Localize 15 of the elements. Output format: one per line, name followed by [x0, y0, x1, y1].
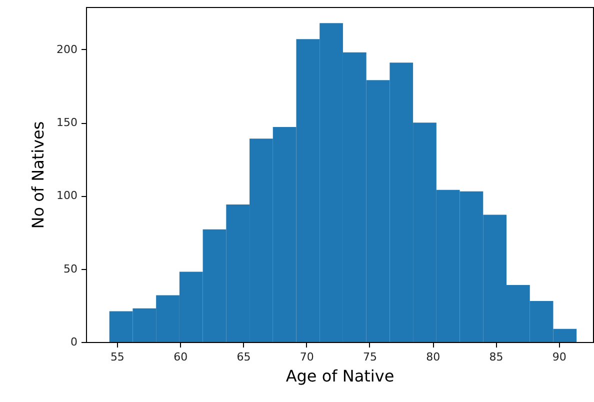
x-tick-label: 85: [489, 350, 504, 364]
y-tick-label: 100: [56, 189, 78, 202]
x-axis-title: Age of Native: [286, 366, 394, 386]
x-tick-label: 80: [426, 350, 440, 364]
x-tick-label: 60: [174, 350, 188, 364]
x-tick-label: 75: [362, 350, 377, 364]
x-tick-label: 55: [110, 350, 124, 364]
y-tick-label: 50: [64, 262, 78, 276]
y-tick-label: 200: [56, 42, 78, 56]
x-tick-label: 90: [552, 350, 566, 364]
x-tick-label: 70: [300, 350, 314, 364]
y-tick-label: 150: [56, 116, 78, 130]
y-axis-title: No of Natives: [28, 121, 48, 229]
y-tick-label: 0: [70, 336, 78, 348]
x-tick-label: 65: [236, 350, 251, 364]
